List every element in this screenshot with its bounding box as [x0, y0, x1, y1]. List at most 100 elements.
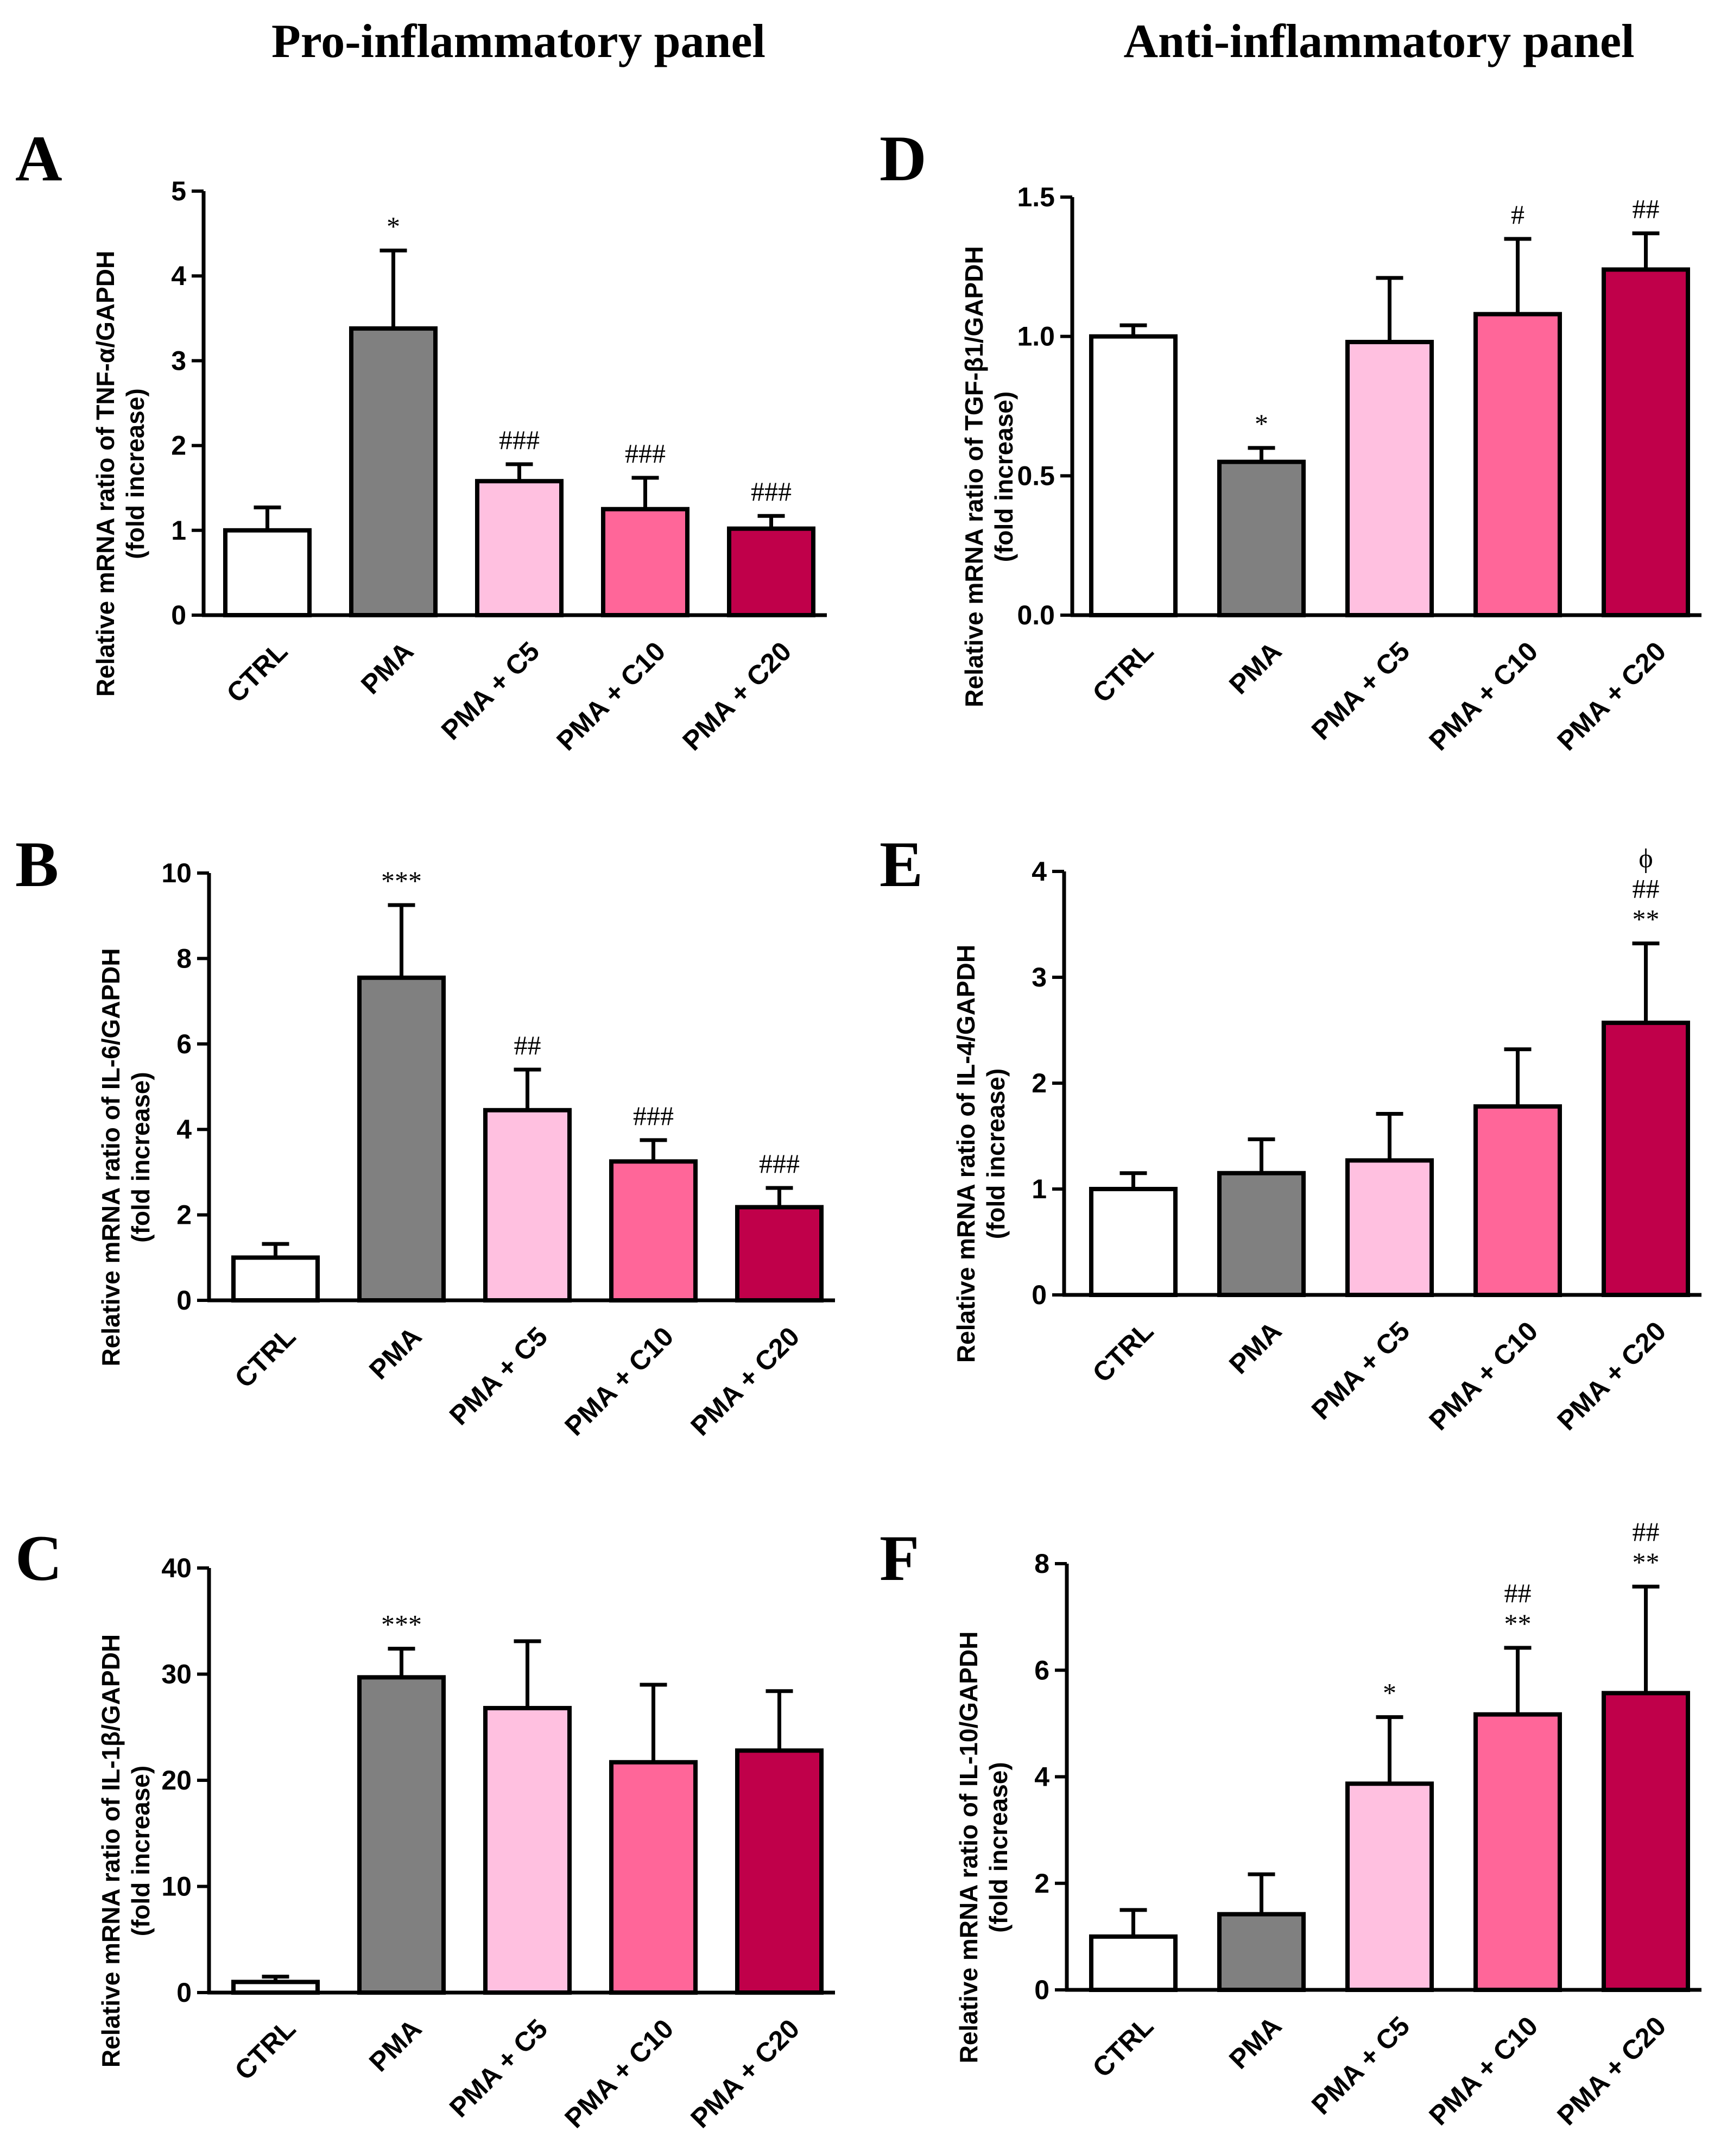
y-tick-label: 0	[1034, 1975, 1049, 2005]
y-axis-label-unit: (fold increase)	[990, 391, 1018, 562]
bar	[609, 1159, 698, 1303]
y-tick-label: 8	[1034, 1548, 1049, 1579]
bar	[349, 326, 438, 617]
x-tick-label: PMA + C5	[1306, 636, 1415, 745]
significance-label: ###	[751, 476, 792, 507]
y-tick-label: 1.0	[1017, 321, 1055, 352]
significance-label: ϕ	[1639, 843, 1653, 874]
bar	[1217, 1912, 1306, 1993]
y-tick-label: 3	[1032, 962, 1047, 992]
x-tick-label: CTRL	[229, 2013, 301, 2086]
bar	[1345, 1158, 1434, 1298]
y-axis-label-unit: (fold increase)	[121, 388, 149, 559]
significance-label: ###	[633, 1101, 674, 1131]
panel-letter: C	[15, 1522, 62, 1594]
y-tick-label: 5	[171, 176, 186, 206]
bar	[1473, 312, 1562, 617]
significance-label: ***	[381, 865, 422, 896]
significance-label: ###	[759, 1148, 800, 1179]
x-tick-label: PMA + C20	[1551, 1316, 1672, 1436]
x-tick-label: PMA + C10	[1423, 2010, 1543, 2131]
x-tick-label: PMA + C5	[1306, 2010, 1415, 2120]
x-tick-label: PMA + C20	[1551, 636, 1672, 756]
y-tick-label: 30	[161, 1659, 192, 1690]
panel-letter: F	[880, 1522, 919, 1594]
y-axis-label: Relative mRNA ratio of IL-6/GAPDH	[97, 948, 125, 1366]
significance-label: ##	[1633, 1516, 1660, 1547]
significance-label: ###	[499, 425, 540, 455]
y-tick-label: 10	[161, 858, 192, 888]
significance-label: ***	[381, 1609, 422, 1640]
y-tick-label: 2	[1032, 1068, 1047, 1098]
y-tick-label: 0	[1032, 1280, 1047, 1310]
significance-label: ##	[1633, 874, 1660, 904]
y-tick-label: 4	[1032, 856, 1047, 887]
bar	[1345, 339, 1434, 618]
chart-d: D 0.0 0.5 1.0 1.5 Relative mRNA ratio of TGF-…	[880, 122, 1701, 756]
y-tick-label: 0	[176, 1285, 192, 1316]
bar	[601, 507, 689, 617]
significance-label: ##	[1633, 194, 1660, 224]
y-tick-label: 8	[176, 943, 192, 973]
panel-letter: D	[880, 122, 927, 194]
y-tick-label: 3	[171, 345, 186, 376]
y-tick-label: 6	[176, 1029, 192, 1059]
x-tick-label: PMA + C5	[444, 1321, 553, 1431]
y-tick-label: 6	[1034, 1655, 1049, 1685]
bar	[1473, 1104, 1562, 1298]
bar	[1345, 1781, 1434, 1993]
bar	[1217, 1171, 1306, 1297]
y-axis-label: Relative mRNA ratio of TNF-α/GAPDH	[91, 251, 119, 697]
bar	[727, 526, 815, 618]
x-tick-label: PMA + C10	[1423, 636, 1543, 756]
y-tick-label: 0.0	[1017, 600, 1055, 630]
significance-label: **	[1633, 1547, 1660, 1577]
x-tick-label: PMA + C20	[1551, 2010, 1672, 2131]
y-tick-label: 0	[171, 600, 186, 630]
y-axis-label-unit: (fold increase)	[982, 1068, 1010, 1239]
x-tick-label: CTRL	[220, 636, 293, 709]
bar	[1089, 334, 1178, 617]
y-tick-label: 1	[171, 515, 186, 546]
y-tick-label: 4	[171, 261, 186, 291]
significance-label: #	[1511, 199, 1524, 230]
y-axis-label: Relative mRNA ratio of IL-10/GAPDH	[954, 1632, 983, 2064]
bar	[1089, 1187, 1178, 1297]
y-tick-label: 2	[176, 1200, 192, 1230]
significance-label: *	[1255, 408, 1268, 439]
bar	[483, 1108, 572, 1303]
x-tick-label: PMA	[1223, 1316, 1287, 1380]
x-tick-label: PMA + C5	[435, 636, 545, 745]
x-tick-label: CTRL	[229, 1321, 301, 1394]
bar	[1602, 1020, 1690, 1297]
x-tick-label: PMA + C20	[685, 2013, 805, 2134]
significance-label: *	[387, 211, 400, 241]
panel-letter: B	[15, 828, 59, 900]
x-tick-label: CTRL	[1086, 1316, 1159, 1388]
bar	[357, 1675, 446, 1995]
x-tick-label: PMA + C5	[444, 2013, 553, 2123]
x-tick-label: PMA + C20	[685, 1321, 805, 1441]
chart-b: B 0 2 4 6 8 10 Relative mRNA ratio of IL-6/GAPD…	[15, 828, 835, 1441]
y-tick-label: 10	[161, 1872, 192, 1902]
x-tick-label: PMA + C10	[559, 2013, 679, 2134]
bar	[231, 1255, 320, 1303]
y-tick-label: 2	[171, 431, 186, 461]
significance-label: ##	[514, 1030, 541, 1060]
anti-inflammatory-header: Anti-inflammatory panel	[1123, 15, 1634, 68]
chart-a: A 0 1 2 3 4 5 Relative mRNA ratio of TNF-α/GAPD…	[15, 122, 827, 756]
chart-f: F 0 2 4 6 8 Relative mRNA ratio of IL-10/GAPDH…	[880, 1516, 1701, 2131]
x-tick-label: PMA + C10	[551, 636, 671, 756]
bar	[1602, 267, 1690, 617]
x-tick-label: PMA + C10	[559, 1321, 679, 1441]
significance-label: ##	[1504, 1578, 1532, 1608]
x-tick-label: PMA	[363, 2013, 427, 2077]
y-axis-label: Relative mRNA ratio of TGF-β1/GAPDH	[960, 246, 988, 707]
bar	[475, 479, 564, 617]
y-tick-label: 40	[161, 1553, 192, 1583]
bar	[609, 1760, 698, 1995]
y-axis-label: Relative mRNA ratio of IL-4/GAPDH	[952, 945, 980, 1363]
x-tick-label: PMA	[1223, 636, 1287, 700]
significance-label: *	[1383, 1678, 1396, 1708]
y-tick-label: 0	[176, 1977, 192, 2008]
